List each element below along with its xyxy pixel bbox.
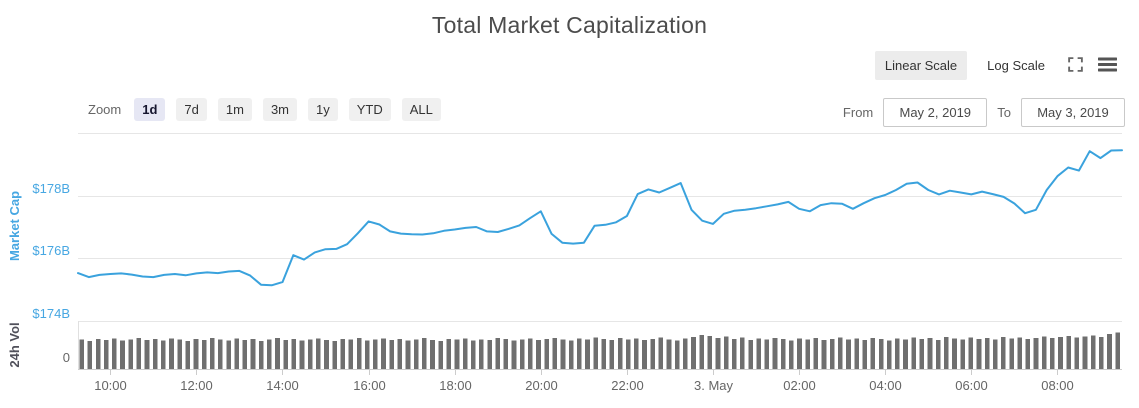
- x-axis-tick-label: 22:00: [611, 378, 644, 393]
- from-label: From: [842, 105, 874, 120]
- x-axis-tick-label: 16:00: [353, 378, 386, 393]
- volume-zero-label: 0: [63, 350, 70, 365]
- from-date-input[interactable]: [883, 98, 988, 127]
- market-cap-axis-title: Market Cap: [7, 191, 22, 261]
- zoom-label: Zoom: [88, 102, 122, 117]
- zoom-button-1y[interactable]: 1y: [308, 98, 338, 121]
- zoom-button-all[interactable]: ALL: [401, 98, 441, 121]
- x-axis-tick-label: 20:00: [525, 378, 558, 393]
- to-label: To: [997, 105, 1011, 120]
- zoom-button-1m[interactable]: 1m: [217, 98, 252, 121]
- log-scale-button[interactable]: Log Scale: [977, 51, 1055, 80]
- x-axis-tick-label: 04:00: [869, 378, 902, 393]
- volume-axis-title: 24h Vol: [7, 322, 22, 367]
- date-range-group: From To: [843, 98, 1125, 127]
- x-axis-tick-label: 02:00: [783, 378, 816, 393]
- expand-arrows-icon: [1067, 56, 1084, 76]
- x-axis-tick-label: 08:00: [1041, 378, 1074, 393]
- y-axis-tick-label: $176B: [32, 243, 70, 258]
- x-axis-tick-label: 06:00: [955, 378, 988, 393]
- page-title: Total Market Capitalization: [431, 12, 708, 38]
- chart-plot-area[interactable]: [78, 133, 1122, 369]
- zoom-button-7d[interactable]: 7d: [176, 98, 207, 121]
- x-axis-tick-label: 14:00: [266, 378, 299, 393]
- zoom-button-ytd[interactable]: YTD: [348, 98, 391, 121]
- x-axis-tick-label: 3. May: [694, 378, 734, 393]
- linear-scale-button[interactable]: Linear Scale: [874, 51, 968, 80]
- to-date-input[interactable]: [1021, 98, 1125, 127]
- zoom-button-3m[interactable]: 3m: [262, 98, 297, 121]
- chart-menu-button[interactable]: [1096, 55, 1119, 77]
- x-axis-tick-label: 18:00: [439, 378, 472, 393]
- zoom-button-1d[interactable]: 1d: [134, 98, 166, 121]
- range-controls: Zoom 1d 7d 1m 3m 1y YTD ALL From To: [0, 98, 1139, 127]
- scale-toggle: Linear Scale Log Scale: [874, 51, 1119, 80]
- x-axis-tick-label: 10:00: [94, 378, 127, 393]
- zoom-button-group: Zoom 1d 7d 1m 3m 1y YTD ALL: [88, 98, 441, 121]
- x-axis-tick-label: 12:00: [180, 378, 213, 393]
- expand-button[interactable]: [1065, 54, 1086, 78]
- y-axis-tick-label: $178B: [32, 181, 70, 196]
- y-axis-tick-label: $174B: [32, 306, 70, 321]
- hamburger-menu-icon: [1098, 57, 1117, 75]
